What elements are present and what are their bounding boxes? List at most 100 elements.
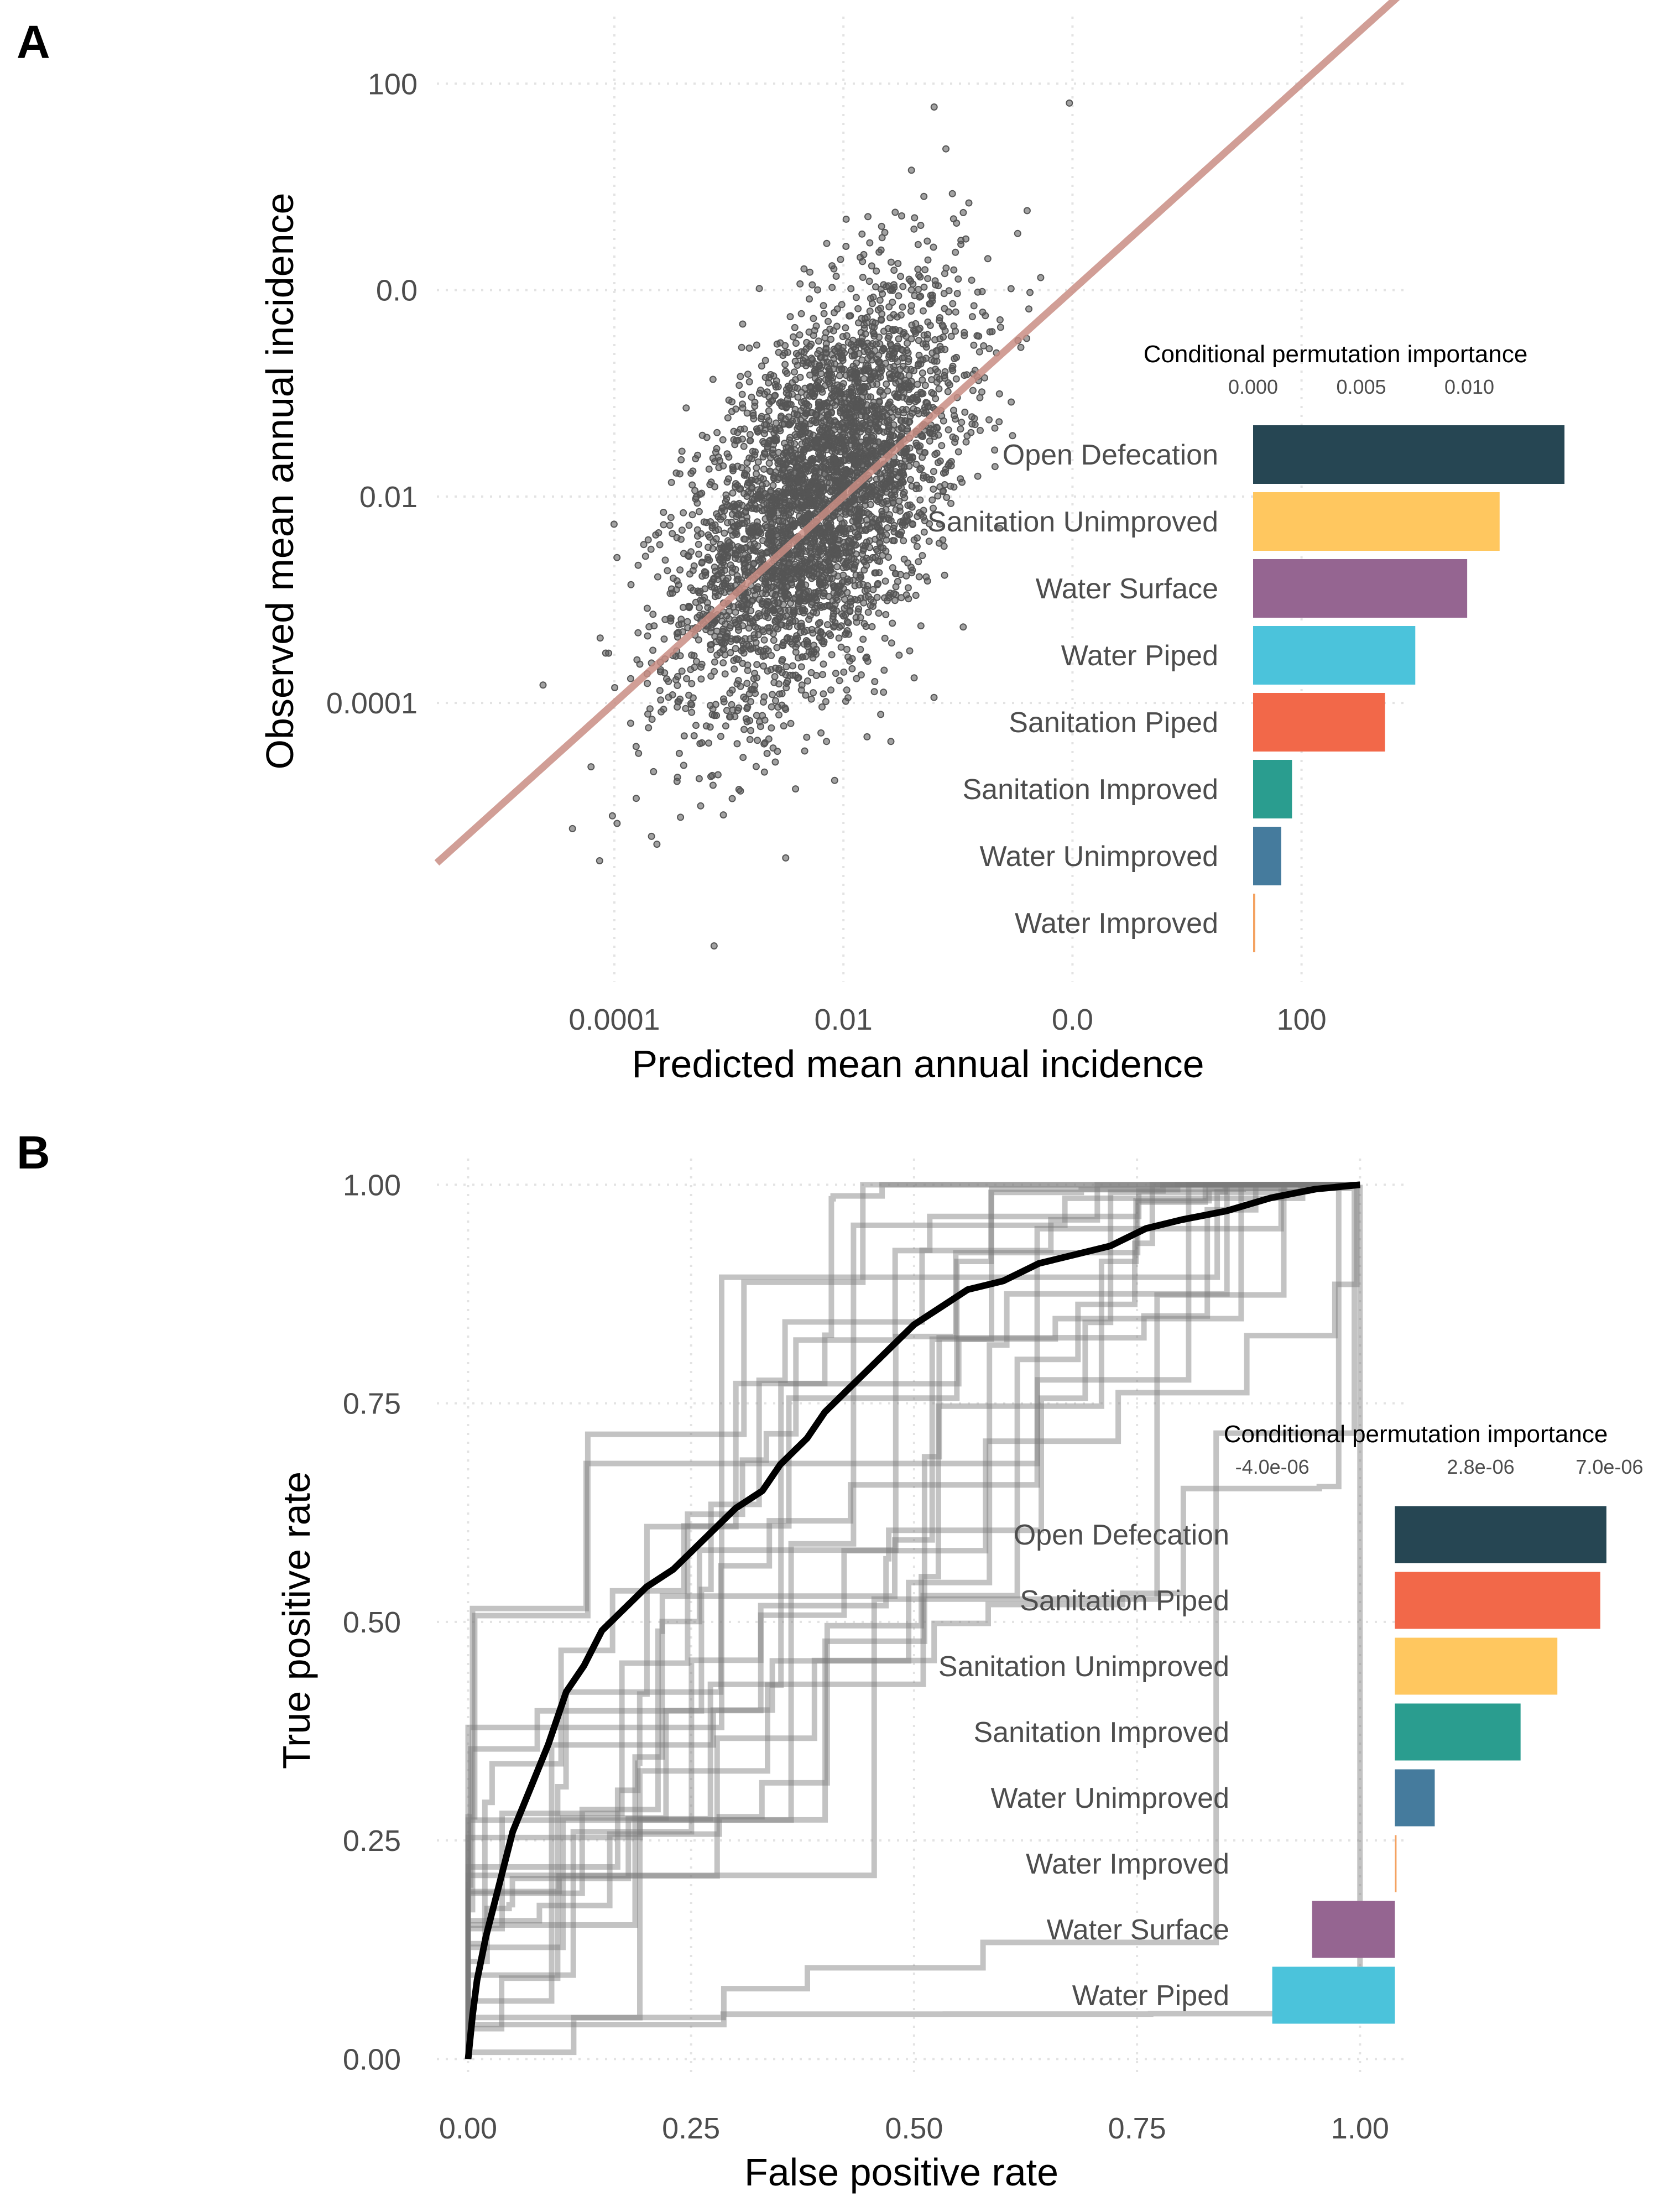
scatter-point xyxy=(759,453,767,461)
scatter-point xyxy=(935,539,943,547)
scatter-point xyxy=(1026,289,1034,296)
scatter-point xyxy=(846,414,853,421)
scatter-point xyxy=(673,778,681,785)
scatter-point xyxy=(782,663,790,671)
scatter-point xyxy=(941,481,948,488)
scatter-point xyxy=(832,594,839,602)
scatter-point xyxy=(852,419,859,426)
scatter-point xyxy=(875,365,883,373)
scatter-point xyxy=(820,690,827,698)
scatter-point xyxy=(738,576,745,584)
scatter-point xyxy=(905,419,913,426)
scatter-point xyxy=(782,368,789,375)
scatter-point xyxy=(746,431,754,439)
panel-a-y-axis-title: Observed mean annual incidence xyxy=(258,193,301,770)
scatter-point xyxy=(1014,229,1021,237)
scatter-point xyxy=(816,633,823,641)
scatter-point xyxy=(839,333,847,341)
scatter-point xyxy=(760,465,768,473)
scatter-point xyxy=(889,460,897,468)
scatter-point xyxy=(733,655,740,662)
scatter-point xyxy=(914,380,921,388)
scatter-point xyxy=(802,691,810,699)
panel-a-x-tick-label: 100 xyxy=(1277,1003,1327,1036)
scatter-point xyxy=(847,341,855,348)
scatter-point xyxy=(874,424,881,431)
scatter-point xyxy=(982,312,989,320)
scatter-point xyxy=(881,228,889,236)
scatter-point xyxy=(743,459,751,466)
scatter-point xyxy=(757,493,764,501)
scatter-point xyxy=(922,399,930,406)
scatter-point xyxy=(920,192,928,200)
panel-b-inset-bar xyxy=(1395,1637,1558,1695)
scatter-point xyxy=(877,711,885,718)
scatter-point xyxy=(985,345,993,352)
scatter-point xyxy=(858,230,866,238)
scatter-point xyxy=(897,273,904,280)
scatter-point xyxy=(996,316,1004,324)
scatter-point xyxy=(952,327,959,335)
panel-a-inset-bar xyxy=(1253,894,1255,952)
scatter-point xyxy=(682,705,690,712)
scatter-point xyxy=(739,320,747,328)
scatter-point xyxy=(765,598,773,606)
panel-b-x-tick-label: 0.75 xyxy=(1108,2112,1166,2145)
scatter-point xyxy=(781,607,789,614)
scatter-point xyxy=(871,449,879,457)
scatter-point xyxy=(879,442,886,450)
scatter-point xyxy=(915,558,922,566)
scatter-point xyxy=(799,607,806,614)
scatter-point xyxy=(895,335,902,343)
scatter-point xyxy=(941,368,949,375)
scatter-point xyxy=(796,280,804,288)
scatter-point xyxy=(827,554,834,562)
scatter-point xyxy=(930,357,938,365)
scatter-point xyxy=(930,243,937,251)
scatter-point xyxy=(728,686,736,694)
scatter-point xyxy=(771,599,779,607)
panel-a-y-ticks: 0.0001 0.01 0.0 100 xyxy=(326,67,418,720)
panel-a-inset-bar-label: Water Improved xyxy=(1015,907,1218,940)
scatter-point xyxy=(855,349,863,357)
scatter-point xyxy=(770,537,778,544)
scatter-point xyxy=(985,416,993,424)
scatter-point xyxy=(732,582,739,589)
scatter-point xyxy=(806,612,814,619)
scatter-point xyxy=(771,618,779,625)
scatter-point xyxy=(942,145,950,153)
scatter-point xyxy=(820,455,827,462)
roc-curve xyxy=(465,1182,1360,2059)
roc-curve xyxy=(465,1182,1360,2059)
scatter-point xyxy=(919,376,926,384)
scatter-point xyxy=(837,448,844,456)
scatter-point xyxy=(784,583,791,591)
scatter-point xyxy=(950,483,958,491)
scatter-point xyxy=(794,411,802,419)
scatter-point xyxy=(900,488,908,496)
scatter-point xyxy=(889,619,896,627)
scatter-point xyxy=(828,651,836,659)
scatter-point xyxy=(915,285,922,293)
scatter-point xyxy=(872,283,879,291)
scatter-point xyxy=(831,776,838,784)
scatter-point xyxy=(885,592,893,599)
scatter-point xyxy=(800,628,808,636)
scatter-point xyxy=(900,409,907,416)
scatter-point xyxy=(917,622,925,630)
scatter-point xyxy=(711,712,718,719)
scatter-point xyxy=(771,758,779,766)
scatter-point xyxy=(869,328,877,336)
scatter-point xyxy=(771,392,779,399)
scatter-point xyxy=(773,340,781,348)
scatter-point xyxy=(847,389,855,397)
scatter-point xyxy=(786,516,794,524)
scatter-point xyxy=(719,659,727,667)
scatter-point xyxy=(724,537,732,545)
scatter-point xyxy=(724,414,732,422)
scatter-point xyxy=(797,550,805,557)
panel-b-inset-tick-label: -4.0e-06 xyxy=(1235,1455,1310,1478)
scatter-point xyxy=(786,313,794,321)
scatter-point xyxy=(810,315,817,322)
scatter-point xyxy=(957,475,964,483)
